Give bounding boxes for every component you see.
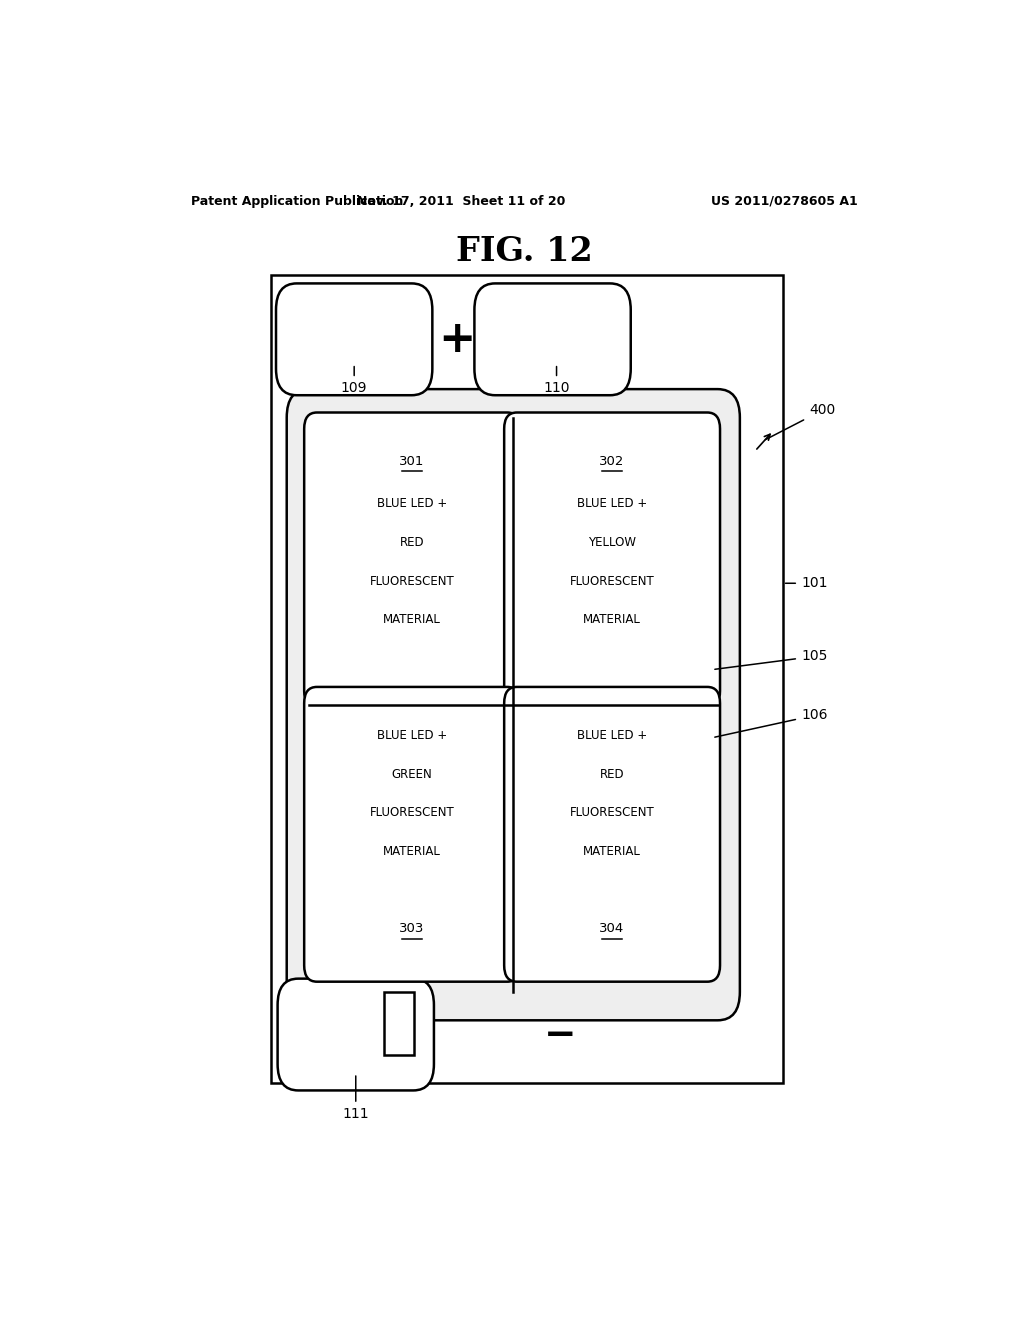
Text: 301: 301 [399, 455, 425, 467]
Text: US 2011/0278605 A1: US 2011/0278605 A1 [712, 194, 858, 207]
FancyBboxPatch shape [287, 389, 740, 1020]
Text: MATERIAL: MATERIAL [383, 845, 441, 858]
Text: 400: 400 [765, 404, 836, 440]
Text: FLUORESCENT: FLUORESCENT [569, 574, 654, 587]
Text: 106: 106 [715, 709, 827, 737]
FancyBboxPatch shape [304, 686, 520, 982]
Text: MATERIAL: MATERIAL [583, 845, 641, 858]
Bar [384, 991, 415, 1055]
Bar [270, 276, 782, 1084]
FancyBboxPatch shape [276, 284, 432, 395]
Text: FLUORESCENT: FLUORESCENT [370, 574, 455, 587]
Text: Nov. 17, 2011  Sheet 11 of 20: Nov. 17, 2011 Sheet 11 of 20 [357, 194, 565, 207]
Text: BLUE LED +: BLUE LED + [377, 729, 447, 742]
Text: BLUE LED +: BLUE LED + [577, 729, 647, 742]
Text: GREEN: GREEN [392, 768, 432, 781]
Text: 304: 304 [599, 923, 625, 936]
Text: 110: 110 [544, 367, 569, 395]
FancyBboxPatch shape [504, 686, 720, 982]
Text: RED: RED [600, 768, 625, 781]
Text: YELLOW: YELLOW [588, 536, 636, 549]
Text: BLUE LED +: BLUE LED + [577, 498, 647, 511]
Text: 303: 303 [399, 923, 425, 936]
Text: 105: 105 [715, 649, 827, 669]
Text: BLUE LED +: BLUE LED + [377, 498, 447, 511]
Text: RED: RED [399, 536, 424, 549]
FancyBboxPatch shape [504, 412, 720, 708]
Text: FLUORESCENT: FLUORESCENT [569, 807, 654, 820]
Text: 302: 302 [599, 455, 625, 467]
Text: Patent Application Publication: Patent Application Publication [191, 194, 403, 207]
Text: 101: 101 [785, 577, 827, 590]
Text: 109: 109 [341, 367, 368, 395]
Text: 111: 111 [342, 1076, 369, 1121]
Text: MATERIAL: MATERIAL [383, 614, 441, 627]
Text: −: − [544, 1015, 577, 1053]
FancyBboxPatch shape [278, 978, 434, 1090]
Text: FLUORESCENT: FLUORESCENT [370, 807, 455, 820]
Text: FIG. 12: FIG. 12 [457, 235, 593, 268]
FancyBboxPatch shape [474, 284, 631, 395]
FancyBboxPatch shape [304, 412, 520, 708]
Text: +: + [438, 318, 476, 360]
Text: MATERIAL: MATERIAL [583, 614, 641, 627]
